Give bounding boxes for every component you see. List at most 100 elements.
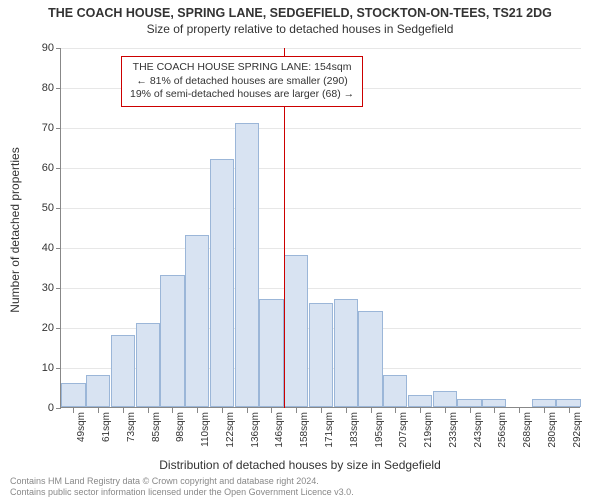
ytick-mark xyxy=(56,48,61,49)
ytick-label: 70 xyxy=(24,122,54,134)
xtick-label: 146sqm xyxy=(274,412,285,462)
ytick-label: 90 xyxy=(24,42,54,54)
histogram-bar xyxy=(61,383,85,407)
ytick-label: 40 xyxy=(24,242,54,254)
xtick-mark xyxy=(172,408,173,413)
xtick-mark xyxy=(222,408,223,413)
xtick-mark xyxy=(544,408,545,413)
xtick-label: 280sqm xyxy=(547,412,558,462)
ytick-mark xyxy=(56,88,61,89)
annotation-line: ← 81% of detached houses are smaller (29… xyxy=(130,75,354,89)
ytick-label: 20 xyxy=(24,322,54,334)
histogram-bar xyxy=(532,399,556,407)
xtick-label: 122sqm xyxy=(225,412,236,462)
xtick-label: 219sqm xyxy=(423,412,434,462)
xtick-mark xyxy=(470,408,471,413)
xtick-label: 98sqm xyxy=(175,412,186,462)
xtick-label: 110sqm xyxy=(200,412,211,462)
histogram-bar xyxy=(433,391,457,407)
xtick-label: 85sqm xyxy=(151,412,162,462)
gridline xyxy=(61,208,581,209)
histogram-bar xyxy=(408,395,432,407)
histogram-bar xyxy=(111,335,135,407)
xtick-label: 207sqm xyxy=(398,412,409,462)
ytick-mark xyxy=(56,368,61,369)
ytick-mark xyxy=(56,408,61,409)
page-title: THE COACH HOUSE, SPRING LANE, SEDGEFIELD… xyxy=(0,0,600,20)
xtick-label: 268sqm xyxy=(522,412,533,462)
ytick-mark xyxy=(56,208,61,209)
ytick-mark xyxy=(56,248,61,249)
xtick-mark xyxy=(395,408,396,413)
xtick-mark xyxy=(321,408,322,413)
x-axis-label: Distribution of detached houses by size … xyxy=(0,458,600,472)
xtick-mark xyxy=(197,408,198,413)
ytick-label: 50 xyxy=(24,202,54,214)
xtick-mark xyxy=(296,408,297,413)
histogram-bar xyxy=(210,159,234,407)
histogram-bar xyxy=(136,323,160,407)
ytick-label: 10 xyxy=(24,362,54,374)
xtick-mark xyxy=(445,408,446,413)
histogram-bar xyxy=(556,399,580,407)
plot-region: 010203040506070809049sqm61sqm73sqm85sqm9… xyxy=(60,48,580,408)
footer-line-2: Contains public sector information licen… xyxy=(10,487,354,498)
histogram-bar xyxy=(482,399,506,407)
ytick-mark xyxy=(56,288,61,289)
ytick-mark xyxy=(56,128,61,129)
annotation-line: THE COACH HOUSE SPRING LANE: 154sqm xyxy=(130,61,354,75)
ytick-mark xyxy=(56,328,61,329)
histogram-bar xyxy=(235,123,259,407)
gridline xyxy=(61,168,581,169)
gridline xyxy=(61,288,581,289)
xtick-label: 292sqm xyxy=(572,412,583,462)
histogram-bar xyxy=(259,299,283,407)
histogram-chart: 010203040506070809049sqm61sqm73sqm85sqm9… xyxy=(60,48,580,408)
xtick-mark xyxy=(569,408,570,413)
histogram-bar xyxy=(160,275,184,407)
xtick-mark xyxy=(420,408,421,413)
ytick-label: 30 xyxy=(24,282,54,294)
xtick-label: 49sqm xyxy=(76,412,87,462)
ytick-label: 60 xyxy=(24,162,54,174)
annotation-box: THE COACH HOUSE SPRING LANE: 154sqm← 81%… xyxy=(121,56,363,107)
xtick-mark xyxy=(346,408,347,413)
ytick-label: 0 xyxy=(24,402,54,414)
xtick-mark xyxy=(148,408,149,413)
xtick-label: 195sqm xyxy=(374,412,385,462)
xtick-label: 61sqm xyxy=(101,412,112,462)
xtick-label: 171sqm xyxy=(324,412,335,462)
xtick-mark xyxy=(494,408,495,413)
footer-line-1: Contains HM Land Registry data © Crown c… xyxy=(10,476,354,487)
gridline xyxy=(61,128,581,129)
histogram-bar xyxy=(86,375,110,407)
gridline xyxy=(61,48,581,49)
histogram-bar xyxy=(457,399,481,407)
histogram-bar xyxy=(284,255,308,407)
xtick-mark xyxy=(271,408,272,413)
xtick-label: 158sqm xyxy=(299,412,310,462)
page-subtitle: Size of property relative to detached ho… xyxy=(0,20,600,36)
annotation-line: 19% of semi-detached houses are larger (… xyxy=(130,88,354,102)
xtick-label: 256sqm xyxy=(497,412,508,462)
xtick-mark xyxy=(247,408,248,413)
footer-attribution: Contains HM Land Registry data © Crown c… xyxy=(10,476,354,498)
xtick-label: 233sqm xyxy=(448,412,459,462)
ytick-mark xyxy=(56,168,61,169)
xtick-mark xyxy=(98,408,99,413)
xtick-mark xyxy=(123,408,124,413)
gridline xyxy=(61,248,581,249)
xtick-label: 183sqm xyxy=(349,412,360,462)
y-axis-label: Number of detached properties xyxy=(8,147,22,312)
xtick-mark xyxy=(371,408,372,413)
histogram-bar xyxy=(334,299,358,407)
xtick-label: 136sqm xyxy=(250,412,261,462)
xtick-mark xyxy=(73,408,74,413)
xtick-label: 243sqm xyxy=(473,412,484,462)
xtick-mark xyxy=(519,408,520,413)
ytick-label: 80 xyxy=(24,82,54,94)
histogram-bar xyxy=(309,303,333,407)
xtick-label: 73sqm xyxy=(126,412,137,462)
histogram-bar xyxy=(383,375,407,407)
histogram-bar xyxy=(358,311,382,407)
